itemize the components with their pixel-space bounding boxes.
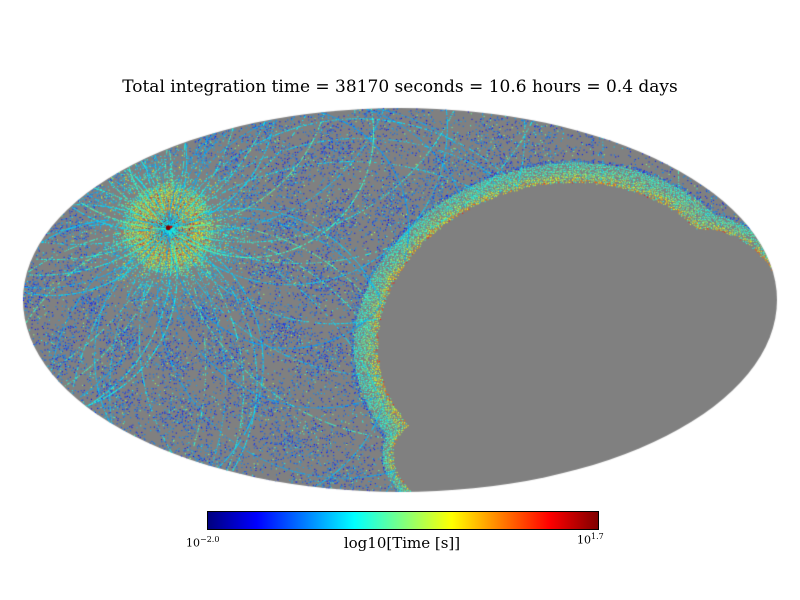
figure-title: Total integration time = 38170 seconds =… — [122, 77, 678, 97]
tick-exponent: 1.7 — [591, 532, 604, 541]
tick-exponent: −2.0 — [200, 535, 220, 544]
tick-base: 10 — [186, 536, 200, 550]
colorbar-tick-max: 101.7 — [577, 532, 604, 547]
sky-map-canvas — [20, 105, 780, 495]
colorbar-tick-min: 10−2.0 — [186, 535, 219, 550]
colorbar-gradient — [207, 511, 599, 530]
colorbar-label: log10[Time [s]] — [343, 534, 461, 552]
tick-base: 10 — [577, 533, 591, 547]
